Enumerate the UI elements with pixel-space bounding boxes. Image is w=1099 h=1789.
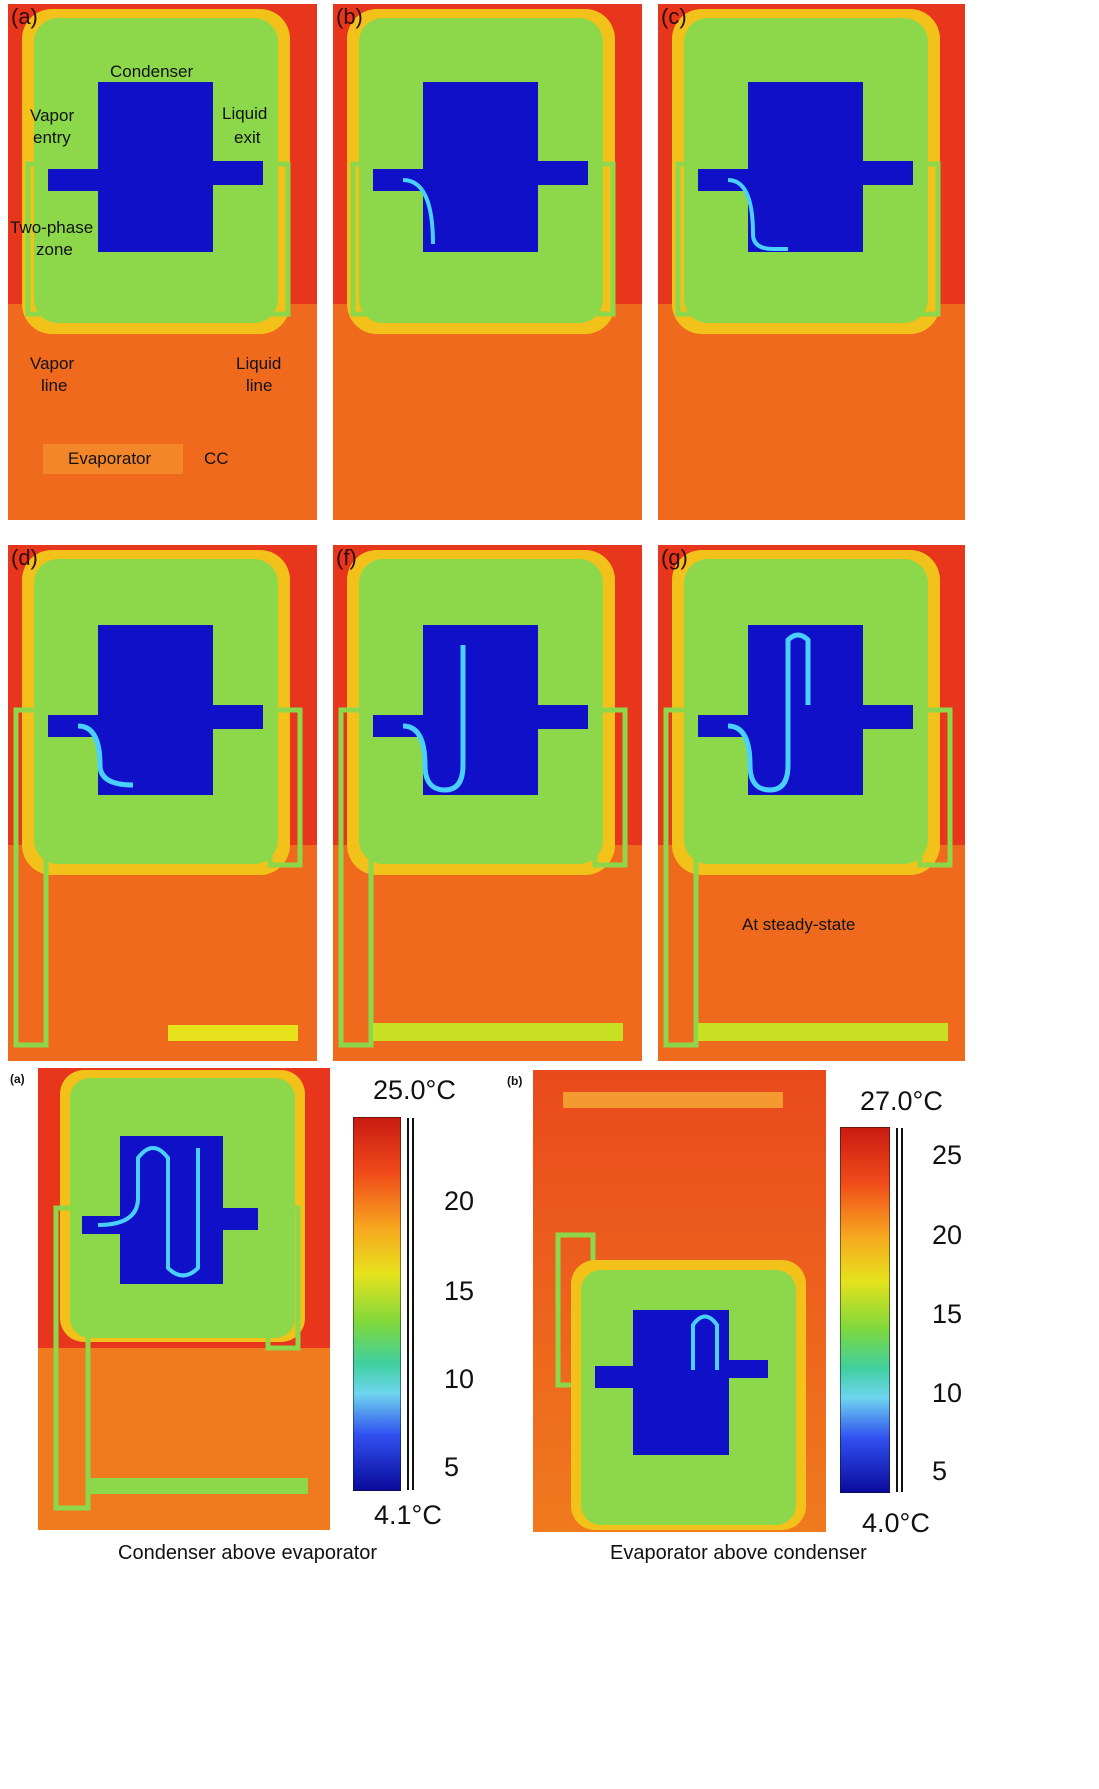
thermal-panel-d: (d) xyxy=(8,545,317,1061)
vapor-entry-label-2: entry xyxy=(33,128,71,147)
colorbar-left-tick-5: 5 xyxy=(444,1452,460,1482)
colorbar-left-axis xyxy=(407,1118,414,1490)
panel-label: (d) xyxy=(11,545,38,570)
thermal-image xyxy=(38,1068,330,1530)
colorbar-right-tick-10: 10 xyxy=(932,1378,963,1408)
thermal-image xyxy=(8,545,317,1061)
colorbar-right-axis xyxy=(896,1128,903,1492)
bottom-left-panel-label: (a) xyxy=(10,1072,25,1086)
colorbar-right-min: 4.0°C xyxy=(862,1508,930,1538)
colorbar-left-tick-15: 15 xyxy=(444,1276,475,1306)
thermal-image xyxy=(533,1070,826,1532)
colorbar-left xyxy=(353,1117,401,1491)
thermal-panel-g: (g) At steady-state xyxy=(658,545,965,1061)
two-phase-label-1: Two-phase xyxy=(10,218,94,237)
thermal-bottom-left xyxy=(38,1068,330,1530)
steady-state-label: At steady-state xyxy=(742,915,856,934)
colorbar-right xyxy=(840,1127,890,1493)
colorbar-left-tick-10: 10 xyxy=(444,1364,475,1394)
two-phase-label-2: zone xyxy=(36,240,73,259)
bottom-right-caption: Evaporator above condenser xyxy=(610,1542,867,1564)
panel-label: (c) xyxy=(661,4,687,29)
colorbar-right-tick-25: 25 xyxy=(932,1140,963,1170)
colorbar-right-tick-5: 5 xyxy=(932,1456,948,1486)
liquid-line-label-2: line xyxy=(246,376,273,395)
thermal-panel-c: (c) xyxy=(658,4,965,520)
thermal-panel-b: (b) xyxy=(333,4,642,520)
liquid-exit-label-2: exit xyxy=(234,128,261,147)
colorbar-right-tick-20: 20 xyxy=(932,1220,963,1250)
liquid-line-label-1: Liquid xyxy=(236,354,282,373)
thermal-panel-a: (a) Condenser Vapor entry Liquid exit Tw… xyxy=(8,4,317,520)
thermal-image xyxy=(658,545,965,1061)
cc-label: CC xyxy=(204,449,229,468)
bottom-right-panel-label: (b) xyxy=(507,1074,523,1088)
condenser-label: Condenser xyxy=(110,62,194,81)
vapor-entry-label-1: Vapor xyxy=(30,106,75,125)
vapor-line-label-2: line xyxy=(41,376,68,395)
thermal-image xyxy=(333,4,642,520)
vapor-line-label-1: Vapor xyxy=(30,354,75,373)
colorbar-right-max: 27.0°C xyxy=(860,1086,943,1116)
panel-label: (g) xyxy=(661,545,688,570)
panel-label: (a) xyxy=(11,4,38,29)
thermal-image xyxy=(658,4,965,520)
panel-label: (b) xyxy=(336,4,363,29)
thermal-image xyxy=(8,4,317,520)
thermal-bottom-right xyxy=(533,1070,826,1532)
bottom-left-caption: Condenser above evaporator xyxy=(118,1542,378,1564)
evaporator-label: Evaporator xyxy=(68,449,152,468)
panel-label: (f) xyxy=(336,545,357,570)
thermal-panel-f: (f) xyxy=(333,545,642,1061)
liquid-exit-label-1: Liquid xyxy=(222,104,268,123)
colorbar-right-tick-15: 15 xyxy=(932,1299,963,1329)
colorbar-left-min: 4.1°C xyxy=(374,1500,442,1530)
colorbar-left-max: 25.0°C xyxy=(373,1075,456,1105)
thermal-image xyxy=(333,545,642,1061)
colorbar-left-tick-20: 20 xyxy=(444,1186,475,1216)
